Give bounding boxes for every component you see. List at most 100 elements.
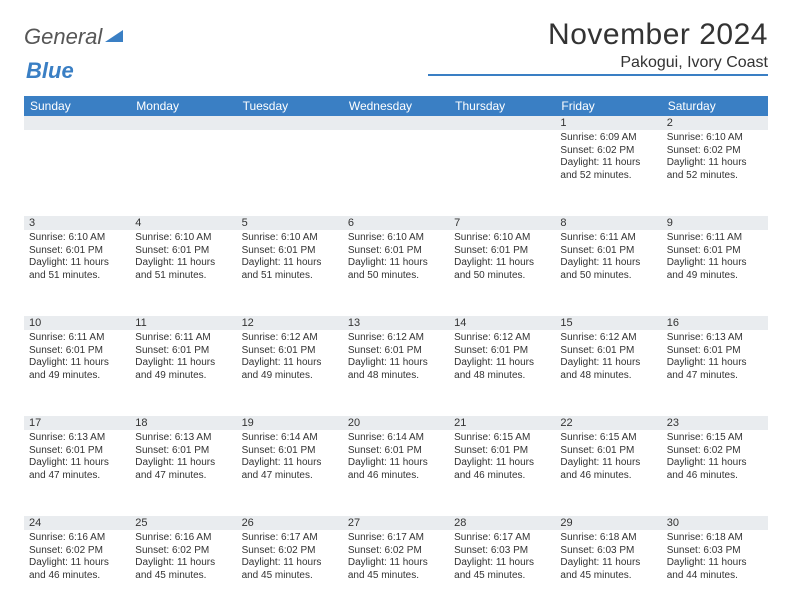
sunrise-text: Sunrise: 6:18 AM [667,532,763,545]
day-cell: Sunrise: 6:11 AMSunset: 6:01 PMDaylight:… [555,230,661,316]
sunrise-text: Sunrise: 6:10 AM [454,232,550,245]
sunset-text: Sunset: 6:01 PM [454,445,550,458]
daylight-text: Daylight: 11 hours and 48 minutes. [454,357,550,382]
day-cell: Sunrise: 6:12 AMSunset: 6:01 PMDaylight:… [449,330,555,416]
sunrise-text: Sunrise: 6:11 AM [135,332,231,345]
day-number-cell: 29 [555,516,661,530]
daylight-text: Daylight: 11 hours and 50 minutes. [454,257,550,282]
sunrise-text: Sunrise: 6:17 AM [454,532,550,545]
day-number-cell: 20 [343,416,449,430]
sunset-text: Sunset: 6:02 PM [348,545,444,558]
sunset-text: Sunset: 6:01 PM [560,245,656,258]
day-cell [237,130,343,216]
day-number-cell: 24 [24,516,130,530]
day-number-cell: 3 [24,216,130,230]
day-cell: Sunrise: 6:12 AMSunset: 6:01 PMDaylight:… [237,330,343,416]
sunrise-text: Sunrise: 6:13 AM [667,332,763,345]
sunrise-text: Sunrise: 6:17 AM [348,532,444,545]
day-cell: Sunrise: 6:10 AMSunset: 6:01 PMDaylight:… [343,230,449,316]
day-cell: Sunrise: 6:12 AMSunset: 6:01 PMDaylight:… [343,330,449,416]
day-number-cell: 16 [662,316,768,330]
day-cell: Sunrise: 6:17 AMSunset: 6:02 PMDaylight:… [343,530,449,616]
sunset-text: Sunset: 6:01 PM [29,245,125,258]
day-number-cell: 11 [130,316,236,330]
day-number-cell [130,116,236,130]
sunrise-text: Sunrise: 6:13 AM [29,432,125,445]
sunset-text: Sunset: 6:03 PM [667,545,763,558]
sunset-text: Sunset: 6:02 PM [242,545,338,558]
day-cell: Sunrise: 6:15 AMSunset: 6:01 PMDaylight:… [449,430,555,516]
sunrise-text: Sunrise: 6:15 AM [454,432,550,445]
day-cell: Sunrise: 6:15 AMSunset: 6:02 PMDaylight:… [662,430,768,516]
sunset-text: Sunset: 6:01 PM [348,345,444,358]
day-cell: Sunrise: 6:11 AMSunset: 6:01 PMDaylight:… [24,330,130,416]
sunset-text: Sunset: 6:01 PM [242,245,338,258]
sunrise-text: Sunrise: 6:15 AM [560,432,656,445]
day-cell: Sunrise: 6:13 AMSunset: 6:01 PMDaylight:… [24,430,130,516]
daylight-text: Daylight: 11 hours and 45 minutes. [135,557,231,582]
day-cell: Sunrise: 6:17 AMSunset: 6:03 PMDaylight:… [449,530,555,616]
sunrise-text: Sunrise: 6:10 AM [667,132,763,145]
daylight-text: Daylight: 11 hours and 47 minutes. [135,457,231,482]
daylight-text: Daylight: 11 hours and 50 minutes. [348,257,444,282]
day-number-cell: 4 [130,216,236,230]
sunrise-text: Sunrise: 6:16 AM [135,532,231,545]
day-cell: Sunrise: 6:16 AMSunset: 6:02 PMDaylight:… [130,530,236,616]
sunrise-text: Sunrise: 6:11 AM [667,232,763,245]
logo-text-blue: Blue [26,58,74,83]
sunrise-text: Sunrise: 6:18 AM [560,532,656,545]
sunset-text: Sunset: 6:01 PM [29,445,125,458]
day-number-cell: 21 [449,416,555,430]
day-number-cell [24,116,130,130]
day-number-cell: 30 [662,516,768,530]
logo: General [24,24,125,50]
sunset-text: Sunset: 6:01 PM [560,345,656,358]
sunrise-text: Sunrise: 6:10 AM [135,232,231,245]
daylight-text: Daylight: 11 hours and 45 minutes. [560,557,656,582]
sunset-text: Sunset: 6:01 PM [667,345,763,358]
daylight-text: Daylight: 11 hours and 45 minutes. [348,557,444,582]
sunrise-text: Sunrise: 6:10 AM [29,232,125,245]
sunrise-text: Sunrise: 6:12 AM [454,332,550,345]
sunrise-text: Sunrise: 6:13 AM [135,432,231,445]
day-number-cell: 7 [449,216,555,230]
sunset-text: Sunset: 6:01 PM [454,345,550,358]
sunrise-text: Sunrise: 6:11 AM [29,332,125,345]
logo-triangle-icon [105,24,125,50]
daylight-text: Daylight: 11 hours and 45 minutes. [242,557,338,582]
day-number-cell: 17 [24,416,130,430]
daylight-text: Daylight: 11 hours and 51 minutes. [242,257,338,282]
daylight-text: Daylight: 11 hours and 48 minutes. [560,357,656,382]
sunset-text: Sunset: 6:01 PM [242,445,338,458]
sunset-text: Sunset: 6:02 PM [667,445,763,458]
day-cell: Sunrise: 6:11 AMSunset: 6:01 PMDaylight:… [662,230,768,316]
day-number-cell: 25 [130,516,236,530]
day-number-cell: 2 [662,116,768,130]
sunset-text: Sunset: 6:01 PM [135,245,231,258]
sunrise-text: Sunrise: 6:14 AM [242,432,338,445]
weekday-header: Sunday [24,96,130,116]
sunrise-text: Sunrise: 6:10 AM [348,232,444,245]
day-number-cell: 14 [449,316,555,330]
day-cell: Sunrise: 6:17 AMSunset: 6:02 PMDaylight:… [237,530,343,616]
day-number-cell: 5 [237,216,343,230]
sunrise-text: Sunrise: 6:10 AM [242,232,338,245]
day-cell: Sunrise: 6:12 AMSunset: 6:01 PMDaylight:… [555,330,661,416]
day-number-cell [237,116,343,130]
sunrise-text: Sunrise: 6:14 AM [348,432,444,445]
daylight-text: Daylight: 11 hours and 47 minutes. [667,357,763,382]
daylight-text: Daylight: 11 hours and 47 minutes. [29,457,125,482]
day-number-cell: 28 [449,516,555,530]
day-number-cell: 27 [343,516,449,530]
sunset-text: Sunset: 6:02 PM [29,545,125,558]
day-cell: Sunrise: 6:10 AMSunset: 6:02 PMDaylight:… [662,130,768,216]
day-number-cell: 13 [343,316,449,330]
sunset-text: Sunset: 6:02 PM [560,145,656,158]
day-number-cell: 19 [237,416,343,430]
day-cell: Sunrise: 6:10 AMSunset: 6:01 PMDaylight:… [24,230,130,316]
day-number-cell [449,116,555,130]
day-cell: Sunrise: 6:13 AMSunset: 6:01 PMDaylight:… [130,430,236,516]
day-cell: Sunrise: 6:09 AMSunset: 6:02 PMDaylight:… [555,130,661,216]
sunset-text: Sunset: 6:01 PM [348,445,444,458]
day-number-cell: 1 [555,116,661,130]
